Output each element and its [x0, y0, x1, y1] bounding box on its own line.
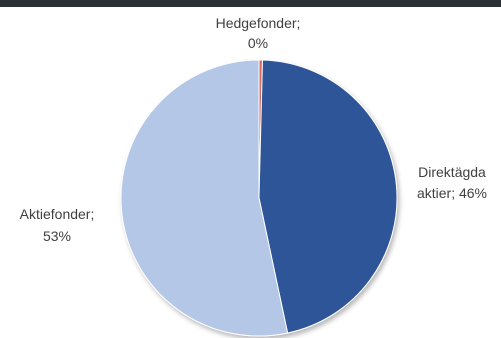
slice-label-direktagda-line1: Direktägda [418, 164, 486, 180]
top-bar [0, 0, 501, 7]
slice-label-aktiefonder-line2: 53% [43, 228, 71, 244]
slice-label-direktagda-line2: aktier; 46% [417, 185, 487, 201]
pie-slice-direkt-gda-aktier [258, 59, 398, 334]
pie-slices [120, 59, 398, 337]
slice-label-hedgefonder-line2: 0% [248, 35, 268, 51]
slice-label-aktiefonder-line1: Aktiefonder; [20, 206, 95, 222]
pie-slice-aktiefonder [120, 59, 289, 337]
slice-label-hedgefonder-line1: Hedgefonder; [216, 15, 301, 31]
